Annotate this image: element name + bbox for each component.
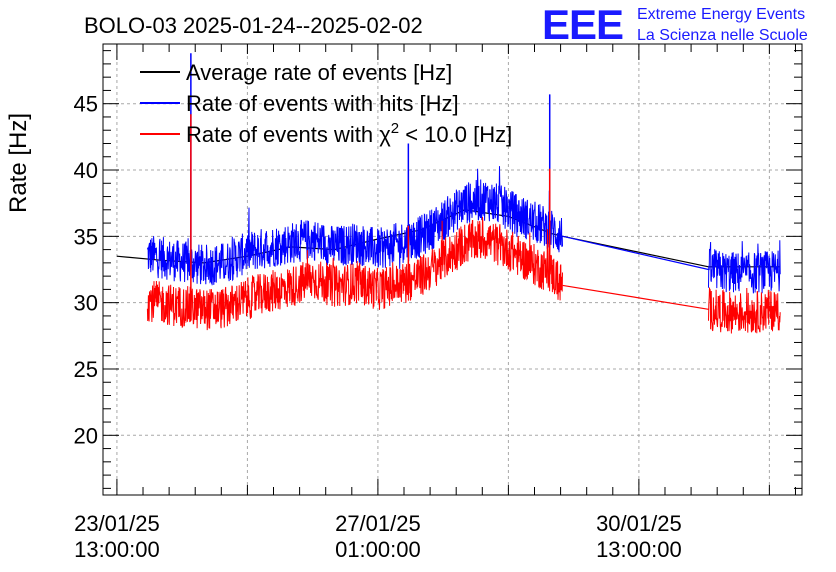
series-chi2-line: [146, 217, 781, 334]
x-tick-label-time: 13:00:00: [596, 537, 682, 562]
x-tick-label-date: 23/01/25: [74, 511, 160, 536]
logo-line-2: La Scienza nelle Scuole: [637, 27, 808, 44]
y-tick-label: 35: [74, 224, 98, 249]
legend-chi2-suffix: < 10.0 [Hz]: [399, 122, 512, 147]
y-axis-label: Rate [Hz]: [5, 113, 32, 213]
x-tick-label-date: 30/01/25: [596, 511, 682, 536]
legend-label-chi2: Rate of events with χ2 < 10.0 [Hz]: [186, 120, 512, 147]
series-chi2-gap-link: [562, 284, 709, 310]
y-tick-label: 25: [74, 357, 98, 382]
legend-chi2-prefix: Rate of events with: [186, 122, 379, 147]
y-tick-label: 20: [74, 423, 98, 448]
chart-title: BOLO-03 2025-01-24--2025-02-02: [84, 13, 423, 38]
legend: Average rate of events [Hz] Rate of even…: [140, 60, 512, 147]
legend-chi2-symbol: χ: [379, 122, 391, 147]
series-hits-line: [146, 166, 781, 294]
x-tick-label-time: 13:00:00: [74, 537, 160, 562]
eee-logo-mark: EEE: [542, 1, 623, 48]
y-tick-label: 45: [74, 92, 98, 117]
logo-line-1: Extreme Energy Events: [637, 6, 805, 23]
plot-frame: [102, 43, 803, 496]
legend-label-average: Average rate of events [Hz]: [186, 60, 452, 85]
y-tick-label: 30: [74, 291, 98, 316]
axes: 20253035404523/01/2513:00:0027/01/2501:0…: [74, 44, 802, 562]
eee-logo: EEE Extreme Energy Events La Scienza nel…: [542, 1, 808, 48]
series-group: [116, 53, 781, 334]
y-tick-label: 40: [74, 158, 98, 183]
series-hits-gap-link: [562, 235, 709, 271]
x-tick-label-time: 01:00:00: [335, 537, 421, 562]
x-tick-label-date: 27/01/25: [335, 511, 421, 536]
legend-chi2-sup: 2: [391, 120, 399, 137]
legend-label-hits: Rate of events with hits [Hz]: [186, 91, 459, 116]
